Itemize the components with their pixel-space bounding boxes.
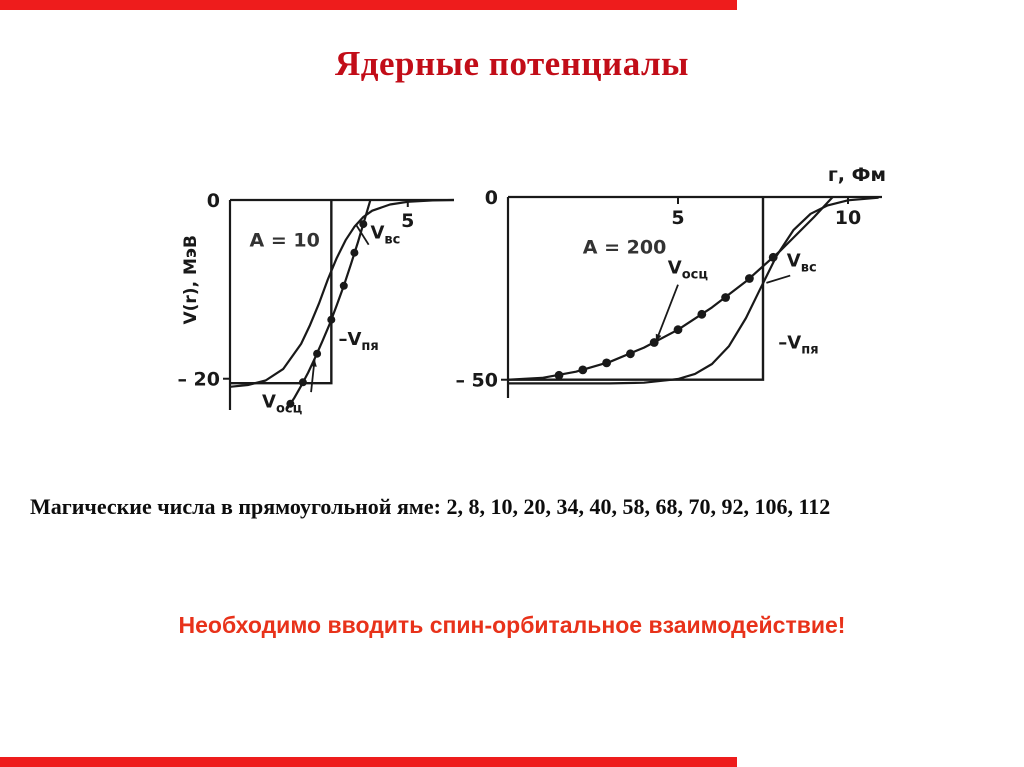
arrowhead [655, 333, 662, 342]
y-tick-label: – 20 [177, 369, 220, 391]
data-point [298, 378, 307, 387]
arrowhead [310, 359, 317, 367]
y-axis-title: V(r), МэВ [181, 235, 201, 324]
series-label: Vосц [668, 258, 709, 283]
data-point [697, 309, 707, 319]
y-tick-label: 0 [207, 190, 220, 212]
x-axis-title: г, Фм [828, 164, 886, 186]
series-label: –Vпя [778, 333, 818, 358]
series-label: –Vпя [338, 329, 378, 354]
data-point [313, 349, 322, 358]
potential-chart-a10: 5 0 – 20 V(r), МэВ A = 10 Vвс –Vпя Vосц [177, 190, 455, 416]
data-point [350, 248, 359, 257]
series-woods-saxon [508, 196, 879, 385]
mass-number-label: A = 200 [583, 237, 667, 259]
data-point [673, 325, 683, 335]
magic-numbers-text: Магические числа в прямоугольной яме: 2,… [30, 494, 831, 519]
data-point [768, 252, 778, 262]
x-tick-label: 10 [835, 207, 861, 229]
series-label: Vвс [787, 250, 817, 275]
data-point [721, 293, 730, 302]
label-leader-line [655, 284, 679, 343]
series-oscillator [285, 199, 372, 410]
data-point [286, 399, 295, 408]
data-point [578, 365, 588, 375]
bottom-red-bar [0, 757, 737, 767]
square-well-outline [230, 200, 333, 385]
x-tick-label: 5 [401, 210, 414, 232]
y-tick-label: 0 [485, 187, 498, 209]
conclusion-text: Необходимо вводить спин-орбитальное взаи… [178, 612, 846, 638]
top-red-bar [0, 0, 737, 10]
label-leader-line [766, 274, 791, 284]
label-leader-line [355, 224, 370, 246]
x-tick-label: 5 [671, 207, 684, 229]
series-label: Vвс [370, 222, 400, 247]
slide-title: Ядерные потенциалы [335, 44, 689, 83]
y-tick-label: – 50 [455, 370, 498, 392]
data-point [554, 370, 564, 380]
data-point [602, 358, 611, 368]
square-well-outline [508, 197, 765, 381]
data-point [339, 281, 348, 290]
data-point [327, 315, 336, 324]
data-point [745, 274, 754, 283]
data-point [626, 349, 635, 359]
series-label: Vосц [262, 391, 303, 416]
data-point [359, 220, 368, 229]
series-woods-saxon [229, 198, 455, 388]
mass-number-label: A = 10 [250, 229, 320, 251]
